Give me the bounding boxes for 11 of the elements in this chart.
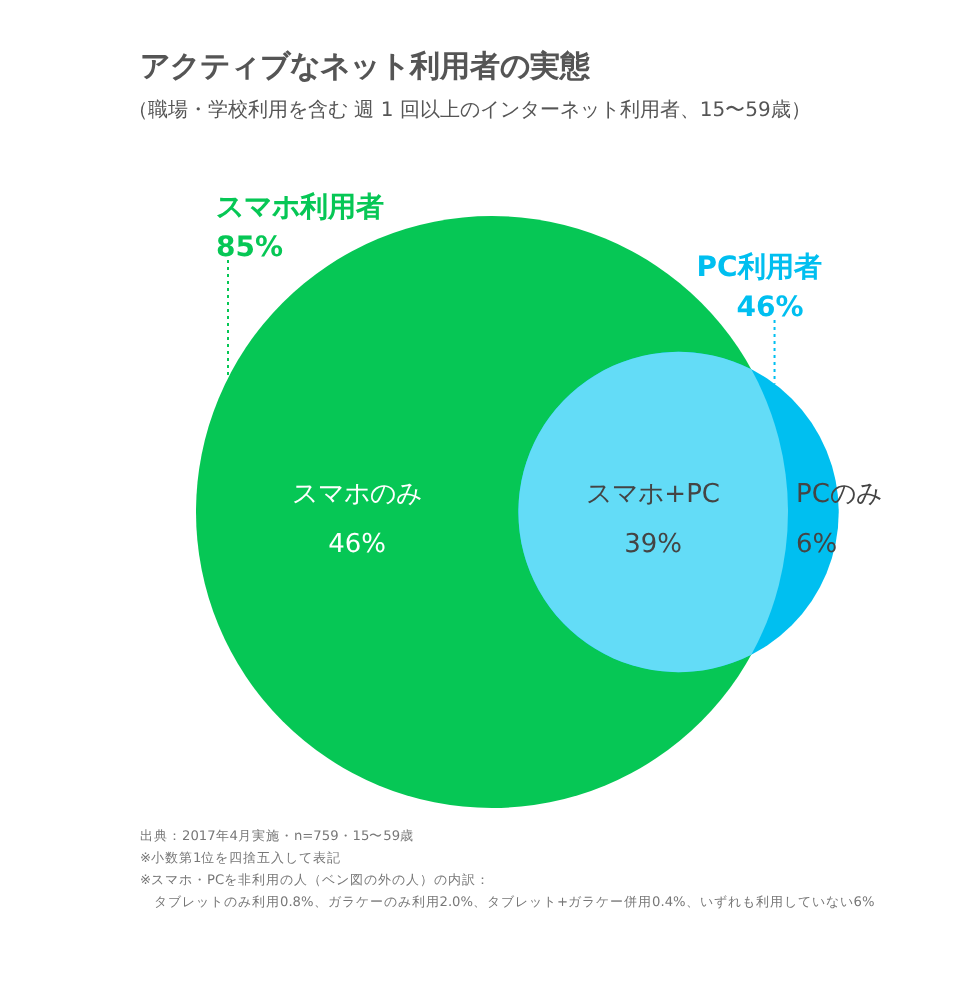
category-label: スマホ利用者 [216, 192, 384, 224]
category-label: スマホ+PC [586, 480, 720, 510]
text: （職場・学校利用を含む 週 1 回以上のインターネット利用者、15〜59歳） [128, 98, 811, 122]
category-label: スマホのみ [292, 480, 423, 510]
data-label: 46% [328, 530, 387, 560]
text: アクティブなネット利用者の実態 [140, 48, 592, 84]
data-label: 85% [216, 232, 284, 264]
category-label: PC利用者 [696, 252, 822, 284]
data-label: 6% [796, 530, 838, 560]
data-label: 39% [624, 530, 683, 560]
data-label: 46% [736, 292, 804, 324]
